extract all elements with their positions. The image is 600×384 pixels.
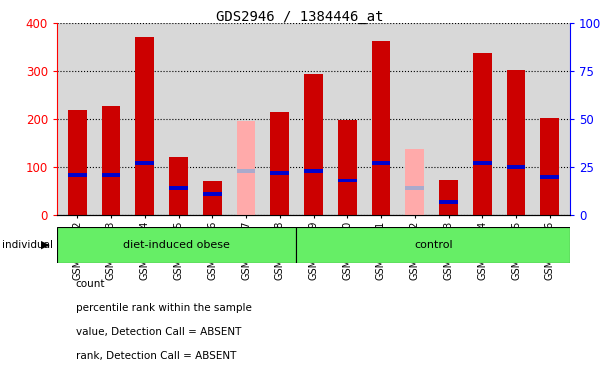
Bar [271,171,289,175]
Bar [439,180,458,215]
Text: diet-induced obese: diet-induced obese [123,240,230,250]
Bar [406,186,424,190]
Bar [541,118,559,215]
Bar [507,70,525,215]
Bar [237,169,255,173]
Bar [136,161,154,165]
Bar [169,186,188,190]
Bar [102,106,120,215]
Bar [304,169,323,173]
FancyBboxPatch shape [296,227,570,263]
Bar [271,112,289,215]
Bar [169,157,188,215]
Bar [136,38,154,215]
Bar [406,149,424,215]
Text: individual: individual [2,240,53,250]
Bar [473,53,491,215]
Bar [338,121,356,215]
Text: ▶: ▶ [41,240,50,250]
Text: value, Detection Call = ABSENT: value, Detection Call = ABSENT [76,327,241,337]
FancyBboxPatch shape [57,227,296,263]
Bar [338,179,356,182]
Bar [68,173,86,177]
Text: percentile rank within the sample: percentile rank within the sample [76,303,251,313]
Bar [68,111,86,215]
Text: GDS2946 / 1384446_at: GDS2946 / 1384446_at [216,10,384,23]
Text: control: control [414,240,452,250]
Bar [203,192,221,196]
Bar [473,161,491,165]
Bar [541,175,559,179]
Text: rank, Detection Call = ABSENT: rank, Detection Call = ABSENT [76,351,236,361]
Bar [102,173,120,177]
Bar [237,121,255,215]
Bar [203,182,221,215]
Text: count: count [76,279,105,289]
Bar [372,41,390,215]
Bar [304,74,323,215]
Bar [507,165,525,169]
Bar [439,200,458,204]
Bar [372,161,390,165]
